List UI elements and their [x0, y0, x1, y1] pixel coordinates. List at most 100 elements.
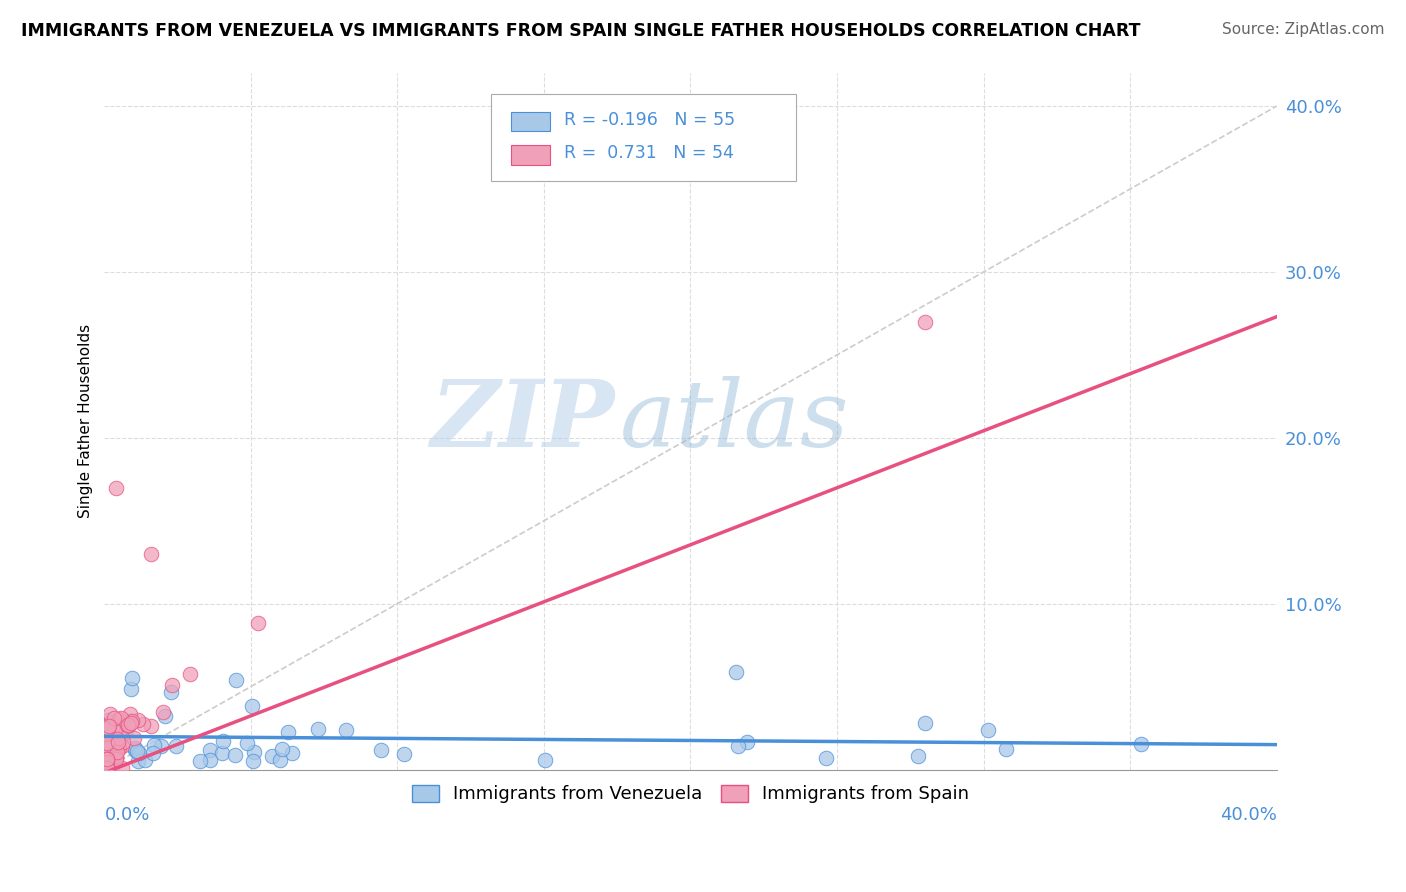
Point — [224, 747, 246, 762]
Point — [534, 753, 557, 767]
Point — [103, 711, 125, 725]
Point — [100, 733, 122, 747]
Point — [152, 706, 174, 720]
Point — [105, 731, 128, 746]
Point — [96, 761, 118, 775]
Point — [104, 747, 127, 762]
Point — [179, 667, 201, 681]
Point — [725, 665, 748, 680]
Point — [141, 547, 163, 561]
Point — [142, 746, 165, 760]
Point — [149, 739, 172, 753]
Point — [111, 739, 134, 753]
FancyBboxPatch shape — [512, 112, 550, 131]
Point — [96, 755, 118, 769]
Point — [242, 745, 264, 759]
Point — [236, 736, 259, 750]
Point — [132, 717, 155, 731]
Point — [96, 740, 118, 755]
Point — [270, 742, 292, 756]
Point — [914, 315, 936, 329]
Point — [98, 716, 121, 731]
Point — [98, 719, 121, 733]
Point — [141, 719, 163, 733]
Point — [97, 721, 120, 735]
Point — [120, 706, 142, 721]
Point — [110, 711, 132, 725]
Point — [277, 725, 299, 739]
Point — [100, 739, 122, 753]
Point — [307, 722, 329, 736]
Point — [165, 739, 187, 753]
Point — [104, 723, 127, 737]
Point — [111, 761, 134, 775]
Point — [117, 718, 139, 732]
Point — [117, 717, 139, 731]
Point — [994, 742, 1017, 756]
Point — [96, 749, 118, 764]
Point — [104, 751, 127, 765]
Point — [914, 716, 936, 731]
Point — [105, 481, 128, 495]
Point — [127, 714, 149, 728]
Point — [108, 735, 131, 749]
Point — [110, 722, 132, 736]
Point — [101, 756, 124, 770]
Point — [107, 739, 129, 754]
Point — [737, 734, 759, 748]
Point — [281, 746, 304, 760]
FancyBboxPatch shape — [512, 145, 550, 164]
Point — [117, 717, 139, 731]
Point — [262, 748, 284, 763]
Point — [101, 750, 124, 764]
Point — [269, 753, 291, 767]
Point — [107, 735, 129, 749]
Point — [104, 736, 127, 750]
Text: R =  0.731   N = 54: R = 0.731 N = 54 — [564, 145, 734, 162]
Text: ZIP: ZIP — [430, 376, 614, 467]
Text: atlas: atlas — [620, 376, 849, 467]
Point — [118, 714, 141, 728]
Point — [211, 734, 233, 748]
Point — [97, 746, 120, 760]
Point — [198, 743, 221, 757]
Point — [143, 738, 166, 752]
Point — [155, 709, 177, 723]
Point — [124, 743, 146, 757]
Point — [335, 723, 357, 737]
Point — [907, 749, 929, 764]
FancyBboxPatch shape — [491, 94, 796, 181]
Point — [1130, 737, 1153, 751]
Point — [108, 740, 131, 755]
Point — [246, 616, 269, 631]
Point — [96, 736, 118, 750]
Point — [120, 715, 142, 730]
Point — [104, 751, 127, 765]
Point — [98, 707, 121, 722]
Point — [111, 735, 134, 749]
Point — [188, 754, 211, 768]
Point — [101, 731, 124, 746]
Point — [121, 671, 143, 685]
Point — [125, 744, 148, 758]
Text: 0.0%: 0.0% — [104, 806, 150, 824]
Point — [976, 723, 998, 738]
Point — [96, 757, 118, 772]
Point — [97, 713, 120, 727]
Point — [127, 754, 149, 768]
Point — [108, 712, 131, 726]
Text: R = -0.196   N = 55: R = -0.196 N = 55 — [564, 111, 735, 128]
Point — [120, 681, 142, 696]
Point — [128, 747, 150, 761]
Point — [815, 751, 838, 765]
Point — [96, 752, 118, 766]
Point — [370, 743, 392, 757]
Point — [198, 753, 221, 767]
Text: 40.0%: 40.0% — [1220, 806, 1277, 824]
Point — [242, 754, 264, 768]
Point — [225, 673, 247, 688]
Point — [101, 757, 124, 772]
Point — [134, 753, 156, 767]
Point — [114, 725, 136, 739]
Point — [100, 749, 122, 764]
